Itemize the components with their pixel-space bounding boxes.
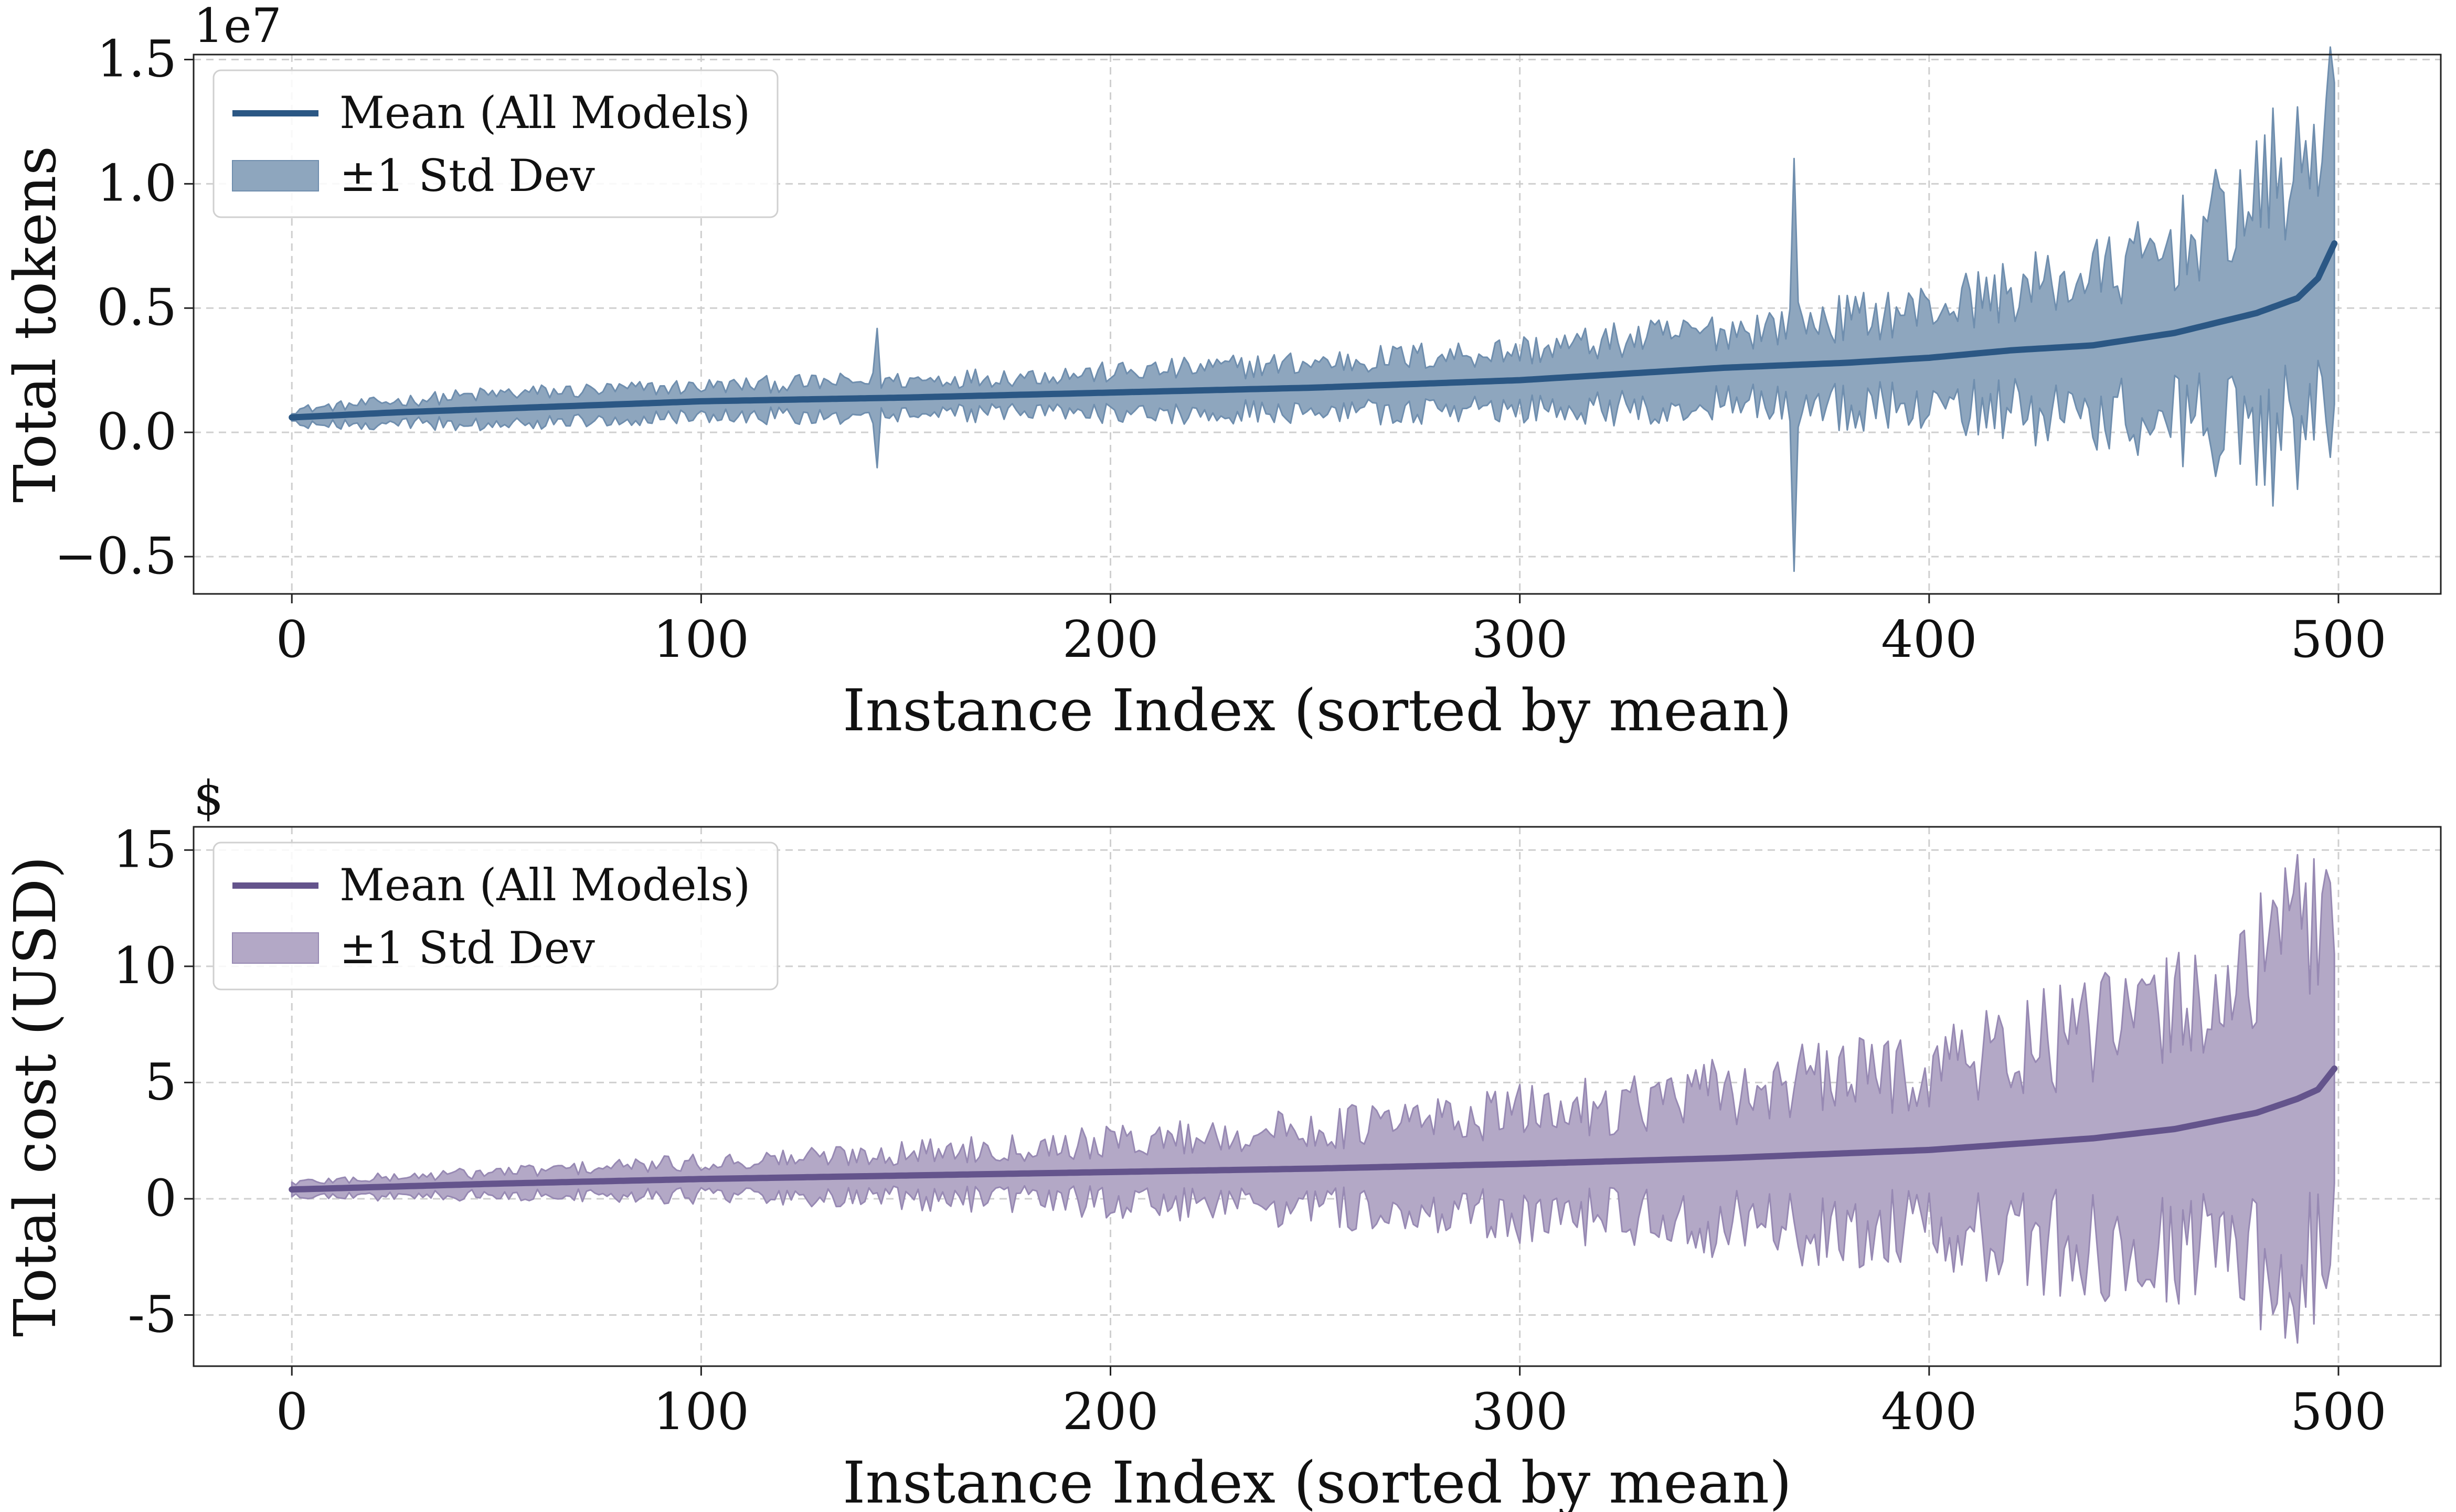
x-tick-label: 300 (1472, 610, 1568, 669)
legend-std-label: ±1 Std Dev (339, 922, 595, 974)
mean-line (289, 1065, 2338, 1193)
axes-frame (193, 826, 2442, 1367)
y-tick-label: 0 (145, 1169, 177, 1228)
std-dev-band (291, 46, 2335, 572)
y-tick-label: 1.0 (97, 154, 177, 212)
axes-frame (193, 54, 2442, 595)
y-tick-label: 0.0 (97, 402, 177, 461)
y-tick-label: -5 (127, 1285, 177, 1344)
y-tick-label: 0.5 (97, 278, 177, 337)
legend-box (212, 842, 779, 991)
mean-line (289, 240, 2338, 421)
x-axis-label: Instance Index (sorted by mean) (843, 677, 1792, 744)
std-dev-band (291, 854, 2335, 1344)
x-tick-label: 300 (1472, 1382, 1568, 1441)
x-tick-label: 400 (1881, 1382, 1977, 1441)
x-tick-label: 100 (653, 1382, 749, 1441)
chart-panel-1: 0 100 200 300 400 500 −0.5 0.0 0.5 1.0 1.5 Instance… (2, 0, 2442, 744)
legend-mean-label: Mean (All Models) (339, 859, 750, 911)
y-tick-label: 10 (113, 936, 177, 995)
legend: Mean (All Models) ±1 Std Dev (212, 69, 779, 218)
x-tick-label: 500 (2290, 1382, 2386, 1441)
x-axis-label: Instance Index (sorted by mean) (843, 1449, 1792, 1512)
y-tick-label: −0.5 (55, 527, 177, 585)
y-tick-label: 1.5 (97, 29, 177, 88)
x-tick-label: 0 (276, 610, 308, 669)
legend: Mean (All Models) ±1 Std Dev (212, 842, 779, 991)
x-tick-label: 400 (1881, 610, 1977, 669)
legend-std-label: ±1 Std Dev (339, 150, 595, 201)
chart-panel-2: 0 100 200 300 400 500 -5 0 5 10 15 Instance Index (… (2, 771, 2442, 1512)
axis-offset-label: $ (194, 771, 224, 826)
y-axis-label: Total tokens (2, 146, 69, 503)
axis-offset-label: 1e7 (194, 0, 282, 54)
y-tick-label: 15 (113, 820, 177, 879)
x-tick-label: 0 (276, 1382, 308, 1441)
x-tick-label: 100 (653, 610, 749, 669)
x-tick-label: 500 (2290, 610, 2386, 669)
x-tick-label: 200 (1062, 610, 1158, 669)
legend-mean-label: Mean (All Models) (339, 87, 750, 139)
y-tick-label: 5 (145, 1052, 177, 1111)
legend-std-swatch (232, 160, 319, 191)
legend-std-swatch (232, 932, 319, 964)
legend-box (212, 69, 779, 218)
x-tick-label: 200 (1062, 1382, 1158, 1441)
y-axis-label: Total cost (USD) (2, 856, 69, 1337)
